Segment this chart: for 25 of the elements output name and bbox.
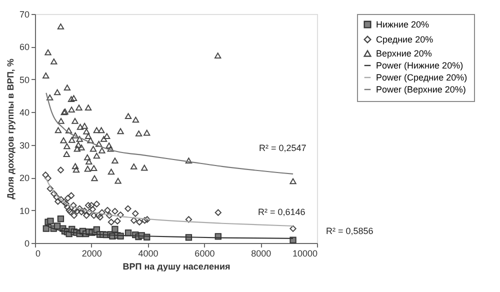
x-tick-label: 2000 [82,248,102,258]
legend-label: Верхние 20% [376,48,432,58]
y-tick-label: 50 [19,74,30,85]
legend-label: Power (Средние 20%) [376,72,468,82]
legend-label: Нижние 20% [376,20,430,30]
text: R² = 0,5856 [326,226,374,236]
legend-label: Средние 20% [376,34,434,44]
y-tick-label: 40 [19,108,30,118]
x-tick-label: 4000 [138,248,158,258]
y-tick-label: 30 [19,140,30,150]
x-tick-label: 10000 [292,248,318,258]
x-axis-title: ВРП на душу населения [122,262,230,272]
annotation: R² = 0,2547 [259,143,306,153]
y-tick-label: 0 [24,238,30,248]
x-tick-label: 8000 [251,248,272,258]
annotation: R² = 0,6146 [258,207,306,217]
legend-label: Power (Нижние 20%) [376,60,464,70]
y-tick-label: 60 [19,42,30,52]
y-tick-label: 20 [19,173,30,184]
y-tick-label: 10 [19,206,30,216]
y-axis-title: Доля доходов группы в ВРП, % [5,58,16,200]
y-tick-label: 70 [19,10,30,20]
x-tick-label: 0 [36,248,41,258]
legend-label: Power (Верхние 20%) [376,84,466,94]
x-tick-label: 6000 [194,248,215,258]
